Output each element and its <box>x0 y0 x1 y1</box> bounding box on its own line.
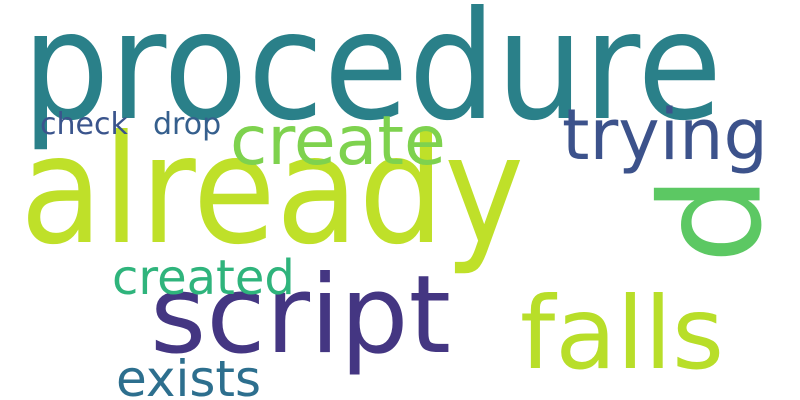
word-p: p <box>649 175 800 264</box>
word-check: check <box>40 107 128 142</box>
word-already: already <box>20 104 525 278</box>
word-exists: exists <box>116 350 262 400</box>
word-script: script <box>150 253 451 378</box>
word-trying: trying <box>562 94 768 176</box>
word-procedure: procedure <box>22 0 723 154</box>
word-created: created <box>112 250 295 306</box>
word-drop: drop <box>153 107 222 142</box>
word-create: create <box>230 102 446 181</box>
word-falls: falls <box>520 275 725 392</box>
